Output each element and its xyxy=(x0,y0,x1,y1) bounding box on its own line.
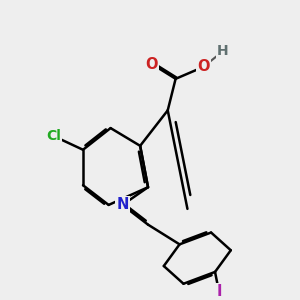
Text: O: O xyxy=(197,59,209,74)
Text: I: I xyxy=(216,284,222,299)
Text: N: N xyxy=(116,197,129,212)
Text: H: H xyxy=(217,44,229,58)
Text: Cl: Cl xyxy=(46,129,61,143)
Text: O: O xyxy=(146,56,158,71)
